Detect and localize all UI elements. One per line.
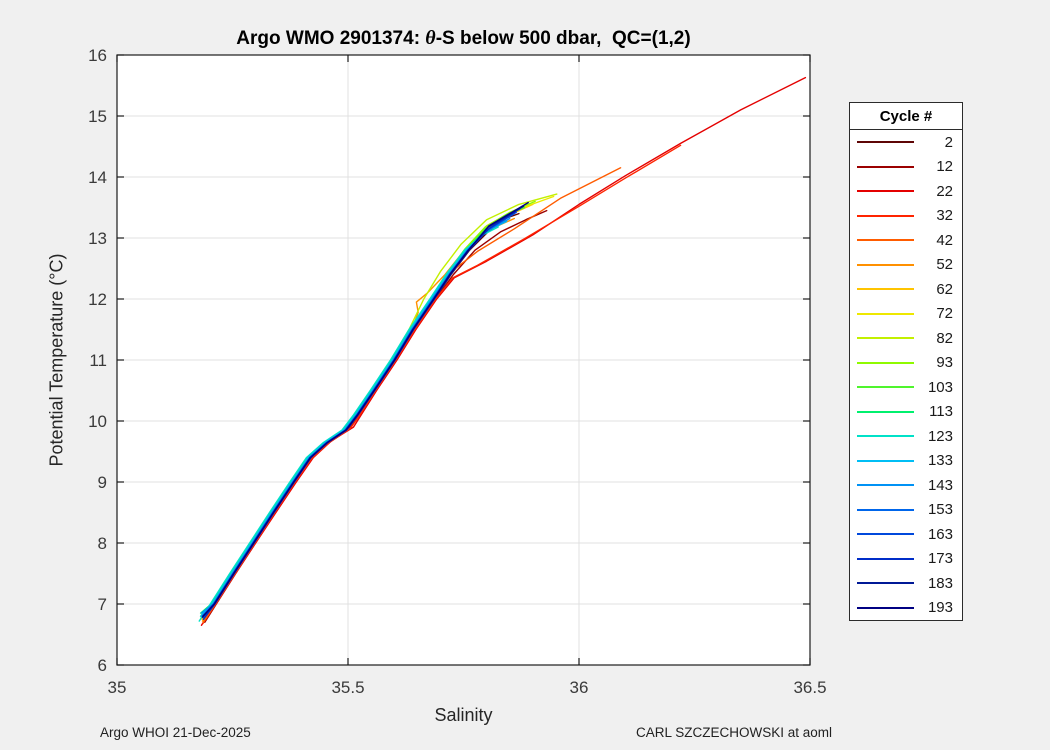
legend-item-label: 143 — [927, 476, 953, 494]
legend-item-cycle-52: 52 — [850, 253, 962, 278]
legend-item-cycle-163: 163 — [850, 522, 962, 547]
legend-item-cycle-183: 183 — [850, 571, 962, 596]
legend-line-sample — [857, 386, 914, 389]
legend-item-label: 163 — [927, 525, 953, 543]
x-tick-label: 36.5 — [793, 678, 826, 697]
plot-area: 35 35.5 36 36.5 6 7 8 9 10 11 12 13 14 15 16 — [88, 46, 826, 697]
legend-item-cycle-2: 2 — [850, 130, 962, 155]
theta-symbol: θ — [425, 27, 436, 49]
legend-item-label: 52 — [936, 256, 953, 274]
legend-line-sample — [857, 239, 914, 242]
legend-item-cycle-113: 113 — [850, 400, 962, 425]
y-tick-label: 14 — [88, 168, 107, 187]
legend-line-sample — [857, 435, 914, 438]
legend-item-label: 42 — [936, 231, 953, 249]
legend-item-cycle-62: 62 — [850, 277, 962, 302]
legend-line-sample — [857, 533, 914, 536]
series-cycle-32 — [202, 144, 682, 625]
footer-credit-left: Argo WHOI 21-Dec-2025 — [100, 725, 251, 740]
legend-item-label: 153 — [927, 501, 953, 519]
legend-item-cycle-153: 153 — [850, 498, 962, 523]
y-tick-label: 8 — [98, 534, 107, 553]
y-tick-label: 13 — [88, 229, 107, 248]
footer-credit-right: CARL SZCZECHOWSKI at aoml — [635, 725, 832, 740]
legend-line-sample — [857, 288, 914, 291]
legend-line-sample — [857, 459, 914, 462]
chart-title-prefix: Argo WMO 2901374: — [236, 28, 426, 49]
legend-box: Cycle # 2 12 22 32 42 52 62 72 82 93 103 113 123 133 1… — [849, 102, 963, 621]
legend-line-sample — [857, 263, 914, 266]
legend-line-sample — [857, 508, 914, 511]
y-axis-label: Potential Temperature (°C) — [46, 253, 67, 467]
legend-line-sample — [857, 606, 914, 609]
legend-item-cycle-12: 12 — [850, 155, 962, 180]
legend-item-label: 103 — [927, 378, 953, 396]
legend-item-cycle-22: 22 — [850, 179, 962, 204]
legend-item-cycle-133: 133 — [850, 449, 962, 474]
legend-item-label: 93 — [936, 354, 953, 372]
y-tick-label: 15 — [88, 107, 107, 126]
chart-title-suffix: -S below 500 dbar, QC=(1,2) — [435, 28, 691, 49]
legend-items: 2 12 22 32 42 52 62 72 82 93 103 113 123 133 143 153 163… — [850, 130, 962, 620]
legend-item-cycle-193: 193 — [850, 596, 962, 621]
y-tick-label: 7 — [98, 595, 107, 614]
legend-item-label: 133 — [927, 452, 953, 470]
legend-item-cycle-143: 143 — [850, 473, 962, 498]
legend-item-label: 12 — [936, 158, 953, 176]
series-cycle-133 — [199, 220, 508, 617]
legend-item-label: 22 — [936, 182, 953, 200]
legend-line-sample — [857, 165, 914, 168]
legend-item-cycle-103: 103 — [850, 375, 962, 400]
y-tick-label: 16 — [88, 46, 107, 65]
chart-title: Argo WMO 2901374: θ-S below 500 dbar, QC… — [117, 27, 810, 50]
x-tick-label: 35.5 — [331, 678, 364, 697]
legend-item-label: 123 — [927, 427, 953, 445]
legend-item-cycle-42: 42 — [850, 228, 962, 253]
y-tick-label: 12 — [88, 290, 107, 309]
y-tick-label: 11 — [89, 351, 107, 370]
legend-line-sample — [857, 484, 914, 487]
legend-item-label: 173 — [927, 550, 953, 568]
legend-item-cycle-173: 173 — [850, 547, 962, 572]
legend-item-label: 82 — [936, 329, 953, 347]
y-tick-label: 10 — [88, 412, 107, 431]
legend-line-sample — [857, 410, 914, 413]
legend-item-cycle-32: 32 — [850, 204, 962, 229]
legend-line-sample — [857, 557, 914, 560]
legend-line-sample — [857, 582, 914, 585]
legend-item-label: 183 — [927, 574, 953, 592]
series-cycle-113 — [199, 218, 506, 614]
legend-line-sample — [857, 214, 914, 217]
legend-item-cycle-123: 123 — [850, 424, 962, 449]
y-tick-label: 9 — [98, 473, 107, 492]
legend-line-sample — [857, 361, 914, 364]
x-axis-label: Salinity — [434, 705, 493, 725]
legend-item-cycle-72: 72 — [850, 302, 962, 327]
legend-line-sample — [857, 337, 914, 340]
legend-item-label: 2 — [944, 133, 953, 151]
legend-item-label: 62 — [936, 280, 953, 298]
legend-title: Cycle # — [850, 103, 962, 130]
legend-line-sample — [857, 141, 914, 144]
legend-item-label: 72 — [936, 305, 953, 323]
y-tick-label: 6 — [98, 656, 107, 675]
x-tick-label: 35 — [108, 678, 127, 697]
legend-item-label: 32 — [936, 207, 953, 225]
legend-item-label: 193 — [927, 599, 953, 617]
legend-item-label: 113 — [929, 403, 953, 421]
x-tick-label: 36 — [570, 678, 589, 697]
series-cycle-123 — [198, 226, 499, 622]
legend-item-cycle-82: 82 — [850, 326, 962, 351]
series-cycle-193 — [202, 201, 529, 617]
legend-line-sample — [857, 190, 914, 193]
legend-item-cycle-93: 93 — [850, 351, 962, 376]
legend-line-sample — [857, 312, 914, 315]
